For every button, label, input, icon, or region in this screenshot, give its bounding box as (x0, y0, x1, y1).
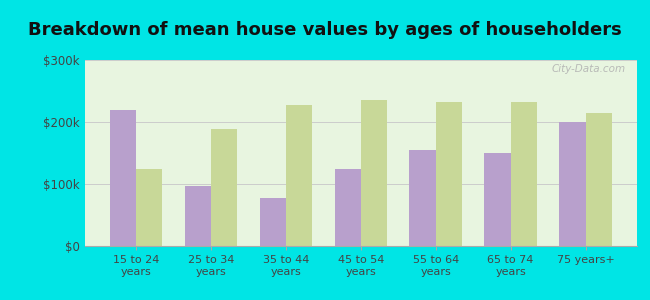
Text: Breakdown of mean house values by ages of householders: Breakdown of mean house values by ages o… (28, 21, 622, 39)
Bar (410, 150, 436, 246)
Bar (259, 198, 286, 246)
Bar (361, 100, 387, 246)
Bar (335, 169, 361, 246)
Bar (211, 129, 237, 246)
Bar (484, 153, 511, 246)
Bar (136, 169, 162, 246)
Bar (110, 110, 136, 246)
Bar (560, 122, 586, 246)
Bar (185, 186, 211, 246)
Bar (436, 102, 462, 246)
Bar (286, 105, 312, 246)
Bar (511, 102, 537, 246)
Bar (586, 113, 612, 246)
Text: City-Data.com: City-Data.com (552, 64, 626, 74)
